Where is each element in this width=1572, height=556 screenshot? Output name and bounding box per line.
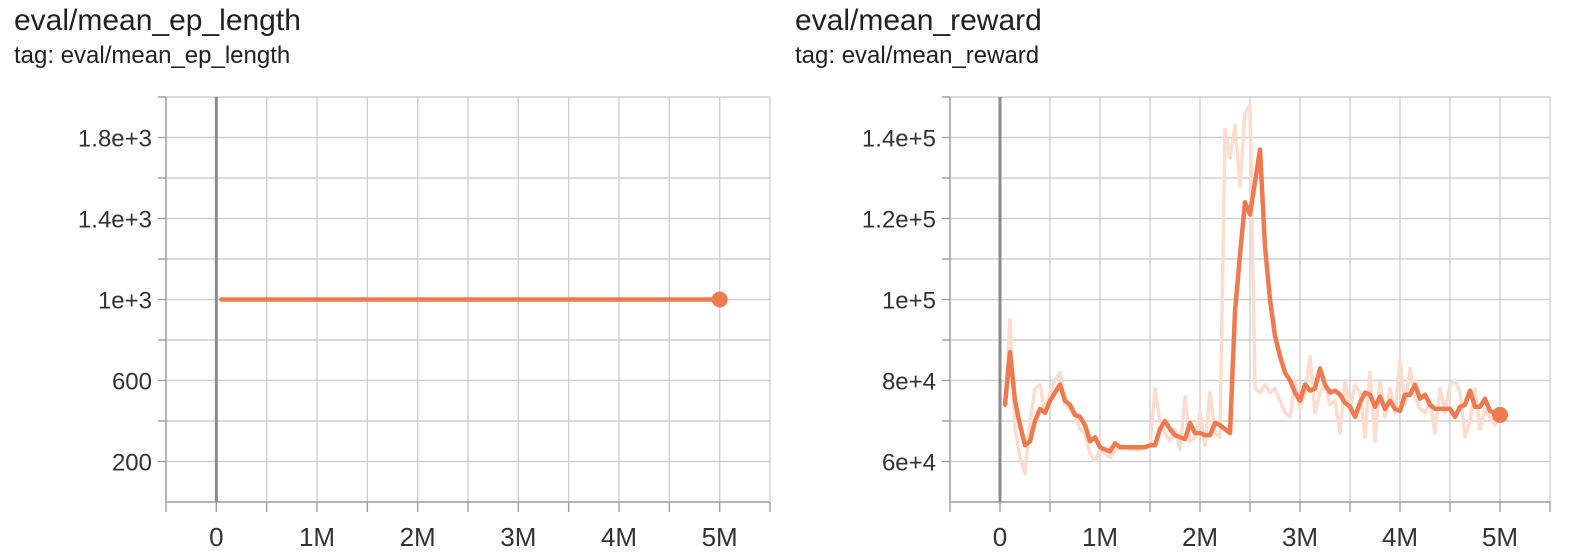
y-tick-label: 200: [112, 450, 152, 477]
ep-length-chart[interactable]: 0 1M 2M 3M 4M 5M 200 600 1e+3 1.4e+3 1.8e+3: [0, 0, 786, 556]
series-line-smoothed: [1002, 147, 1503, 454]
series-end-point: [1492, 406, 1508, 423]
y-tick-label: 600: [112, 369, 152, 396]
x-tick-label: 3M: [1282, 522, 1318, 552]
x-tick-label: 4M: [601, 522, 637, 552]
y-tick-label: 1.8e+3: [78, 126, 152, 153]
y-tick-label: 1e+3: [98, 288, 152, 315]
y-tick-label: 6e+4: [882, 450, 936, 477]
y-tick-label: 1.4e+3: [78, 207, 152, 234]
y-tick-label: 1.2e+5: [862, 207, 936, 234]
x-tick-label: 5M: [702, 522, 738, 552]
x-tick-label: 2M: [1182, 522, 1218, 552]
series-line-raw: [1003, 103, 1502, 476]
x-tick-label: 4M: [1382, 522, 1418, 552]
x-tick-label: 0: [209, 522, 223, 552]
x-tick-label: 0: [993, 522, 1007, 552]
y-tick-label: 1.4e+5: [862, 126, 936, 153]
series-end-point: [711, 291, 728, 308]
y-tick-label: 8e+4: [882, 369, 936, 396]
chart-tag: tag: eval/mean_ep_length: [14, 42, 291, 69]
chart-tag: tag: eval/mean_reward: [795, 42, 1040, 69]
x-tick-label: 3M: [500, 522, 536, 552]
x-tick-label: 1M: [299, 522, 335, 552]
chart-panel-reward: eval/mean_reward tag: eval/mean_reward: [795, 0, 1565, 556]
x-tick-label: 5M: [1482, 522, 1518, 552]
reward-chart[interactable]: 0 1M 2M 3M 4M 5M 6e+4 8e+4 1e+5 1.2e+5 1.4e+5: [786, 0, 1572, 556]
chart-panel-ep-length: eval/mean_ep_length tag: eval/mean_ep_le…: [14, 0, 774, 556]
chart-title: eval/mean_reward: [795, 4, 1042, 37]
chart-title: eval/mean_ep_length: [14, 4, 301, 37]
y-tick-label: 1e+5: [882, 288, 936, 315]
x-tick-label: 2M: [400, 522, 436, 552]
x-tick-label: 1M: [1082, 522, 1118, 552]
